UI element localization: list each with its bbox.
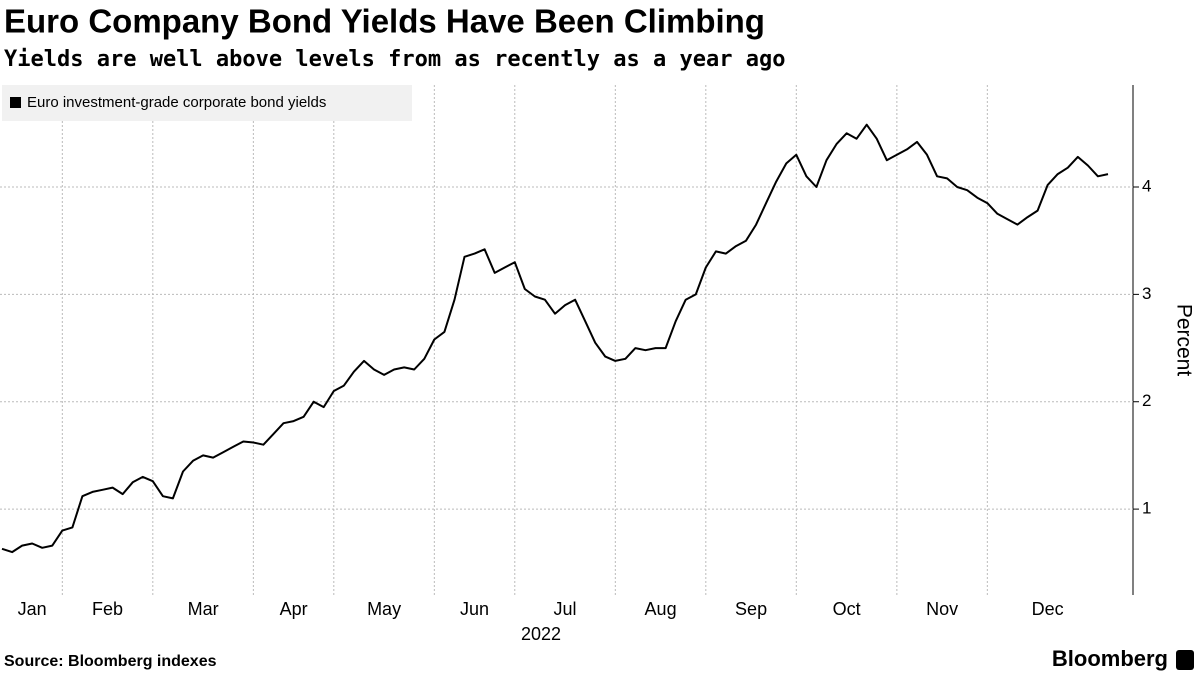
chart-subtitle: Yields are well above levels from as rec… [4, 47, 785, 72]
y-tick-label: 2 [1142, 391, 1151, 410]
x-tick-label: Jul [554, 599, 577, 619]
x-tick-label: Feb [92, 599, 123, 619]
x-axis-label: 2022 [521, 624, 561, 644]
chart-title: Euro Company Bond Yields Have Been Climb… [4, 3, 765, 40]
brand-icon [1176, 650, 1194, 670]
source: Source: Bloomberg indexes [4, 653, 217, 670]
x-tick-label: Sep [735, 599, 767, 619]
brand: Bloomberg [1052, 646, 1168, 671]
x-tick-label: Jun [460, 599, 489, 619]
x-tick-label: Nov [926, 599, 958, 619]
x-tick-label: Dec [1032, 599, 1064, 619]
y-tick-label: 1 [1142, 499, 1151, 518]
x-tick-label: Oct [833, 599, 861, 619]
x-tick-label: May [367, 599, 401, 619]
y-tick-label: 3 [1142, 284, 1151, 303]
x-tick-label: Aug [645, 599, 677, 619]
y-tick-label: 4 [1142, 176, 1151, 195]
legend-box [2, 85, 412, 121]
legend-label: Euro investment-grade corporate bond yie… [27, 94, 326, 111]
line-series [1, 123, 1109, 554]
legend-swatch [10, 97, 21, 108]
y-axis-label: Percent [1172, 304, 1195, 377]
x-tick-label: Mar [188, 599, 219, 619]
x-tick-label: Apr [280, 599, 308, 619]
x-tick-label: Jan [18, 599, 47, 619]
